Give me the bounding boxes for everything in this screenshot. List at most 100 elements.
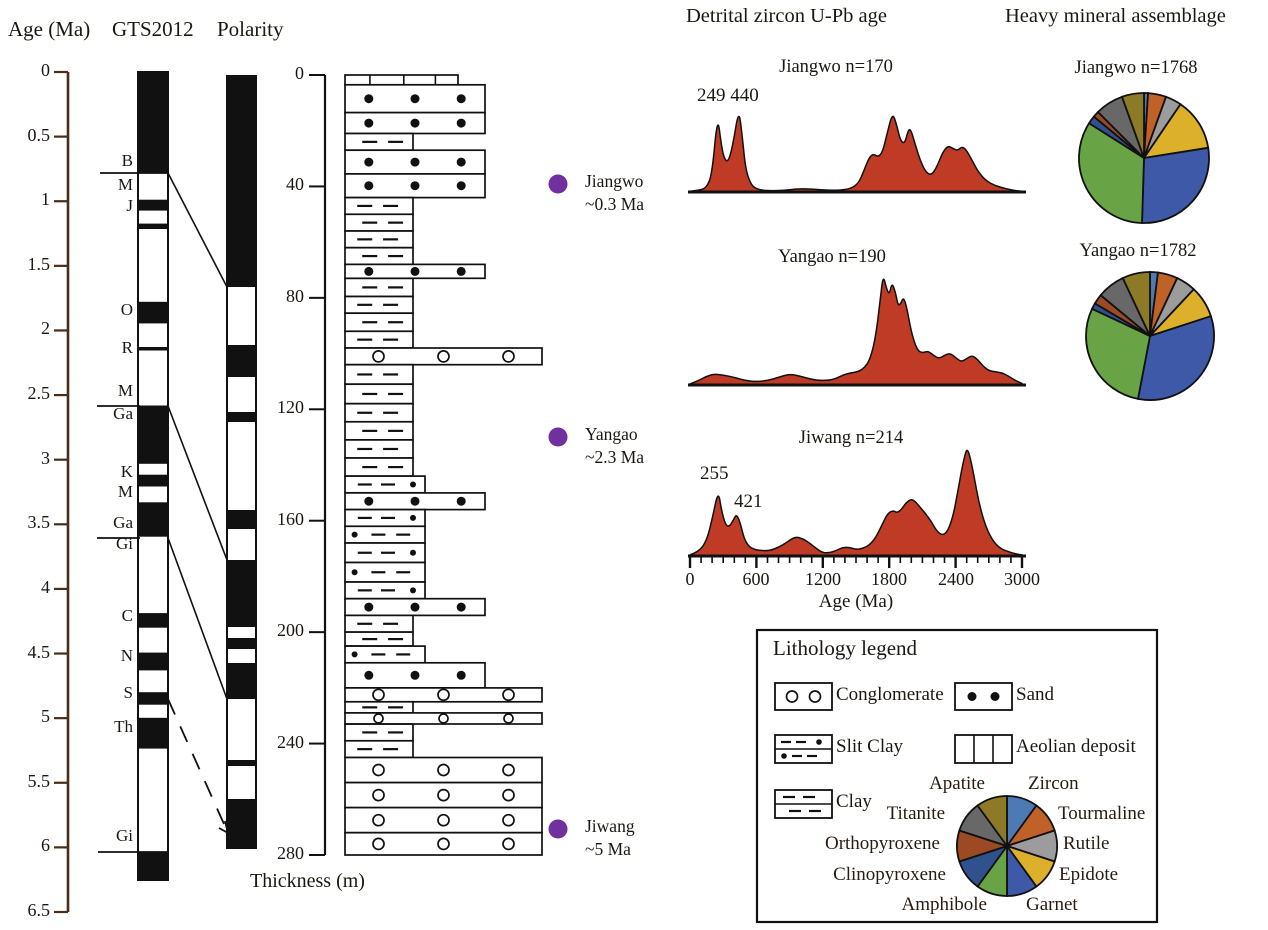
- mineral-label-epidote: Epidote: [1059, 864, 1119, 885]
- sand-dot: [456, 118, 466, 128]
- kde-title-jiwang: Jiwang n=214: [798, 428, 904, 448]
- strat-bed-slit_clay: [344, 581, 426, 600]
- chron-label: Th: [114, 717, 133, 736]
- chron-label: M: [117, 175, 133, 194]
- legend-item-label: Conglomerate: [836, 684, 944, 705]
- kde-peak-label: 255: [700, 463, 729, 484]
- age-tick-label: 6: [41, 835, 50, 855]
- sand-dot: [456, 496, 466, 506]
- sand-dot: [364, 157, 374, 167]
- chron-label: Ga: [113, 513, 133, 532]
- conglomerate-circle: [437, 837, 450, 851]
- polarity-column-header: Polarity: [217, 17, 284, 41]
- sand-dot: [456, 181, 466, 191]
- age-tick-label: 2: [41, 318, 50, 338]
- kde-peak-label: 249 440: [697, 85, 759, 106]
- kde-xtick-label: 1200: [805, 569, 841, 589]
- silt-dot: [410, 587, 416, 594]
- strat-bed-clay: [344, 132, 414, 152]
- sample-age: ~0.3 Ma: [585, 194, 645, 214]
- pie-chart: [1078, 92, 1210, 224]
- legend-item-label: Slit Clay: [836, 736, 904, 757]
- thickness-tick-label: 120: [277, 397, 304, 417]
- mineral-label-amphibole: Amphibole: [901, 894, 988, 915]
- gts-normal-chron: [139, 613, 167, 628]
- pie-slice-apatite: [1120, 92, 1145, 159]
- chron-label: C: [121, 606, 133, 625]
- strat-bed-clay: [344, 383, 414, 405]
- strat-bed-slit_clay: [344, 475, 426, 494]
- legend-item-aeolian_swatch: [954, 734, 1013, 764]
- pie-slice-garnet: [1141, 146, 1210, 224]
- strat-bed-slit_clay_l: [344, 525, 426, 544]
- strat-bed-conglomerate: [344, 687, 543, 703]
- chron-label: J: [126, 196, 133, 215]
- sample-name: Jiwang: [585, 816, 635, 836]
- strat-bed-sand: [344, 492, 486, 511]
- strat-bed-clay: [344, 230, 414, 249]
- legend-item-conglomerate: [774, 682, 833, 711]
- sand-dot: [410, 266, 420, 276]
- sand-dot: [364, 670, 374, 680]
- legend-item-label: Clay: [836, 791, 872, 812]
- detrital-zircon-header: Detrital zircon U-Pb age: [686, 5, 887, 27]
- mineral-label-apatite: Apatite: [929, 773, 985, 794]
- strat-bed-clay: [344, 213, 414, 232]
- sand-dot: [364, 118, 374, 128]
- age-tick-label: 1.5: [27, 254, 51, 274]
- polarity-normal-interval: [228, 760, 255, 766]
- correlation-line: [167, 405, 228, 561]
- strat-bed-sand: [344, 149, 486, 175]
- kde-title-jiangwo: Jiangwo n=170: [779, 57, 893, 77]
- conglomerate-circle: [437, 350, 450, 363]
- gts-column-header: GTS2012: [112, 17, 194, 41]
- age-tick-label: 5: [41, 706, 50, 726]
- polarity-normal-interval: [228, 799, 255, 848]
- pie-slice-garnet: [1136, 315, 1215, 401]
- strat-bed-clay: [344, 457, 414, 477]
- strat-bed-clay: [344, 363, 414, 386]
- sample-name: Jiangwo: [585, 171, 644, 191]
- pie-chart: [1085, 271, 1215, 401]
- strat-bed-conglomerate: [344, 806, 543, 834]
- strat-bed-sand: [344, 173, 486, 199]
- age-tick-label: 1: [41, 189, 50, 209]
- chron-label: K: [120, 462, 133, 481]
- strat-bed-clay: [344, 420, 414, 441]
- kde-xtick-label: 600: [742, 569, 770, 589]
- mineral-label-zircon: Zircon: [1028, 773, 1079, 794]
- age-tick-label: 2.5: [27, 383, 51, 403]
- strat-bed-sand: [344, 111, 486, 135]
- gts-normal-chron: [139, 692, 167, 705]
- conglomerate-circle: [502, 763, 515, 777]
- strat-bed-clay: [344, 614, 414, 633]
- strat-bed-slit_clay_l: [344, 561, 426, 583]
- age-tick-label: 6.5: [27, 900, 51, 920]
- heavy-mineral-header: Heavy mineral assemblage: [1005, 5, 1226, 27]
- sand-dot: [456, 94, 466, 104]
- mineral-label-rutile: Rutile: [1063, 833, 1110, 854]
- sample-dot-jiwang: [548, 819, 568, 839]
- gts-normal-chron: [139, 851, 167, 880]
- strat-bed-clay: [344, 277, 414, 298]
- gts-normal-chron: [139, 301, 167, 324]
- strat-bed-clay: [344, 700, 414, 714]
- conglomerate-circle: [372, 688, 385, 702]
- strat-bed-clay: [344, 631, 414, 647]
- pie-chart: [956, 795, 1058, 897]
- silt-dot: [410, 481, 416, 488]
- sand-dot: [456, 266, 466, 276]
- conglomerate-circle: [372, 837, 385, 851]
- conglomerate-circle: [437, 763, 450, 777]
- polarity-normal-interval: [228, 345, 255, 377]
- pie-title-yangao: Yangao n=1782: [1079, 241, 1197, 261]
- sample-age: ~2.3 Ma: [585, 447, 645, 467]
- conglomerate-circle: [502, 688, 515, 702]
- conglomerate-circle: [372, 813, 385, 827]
- strat-bed-slit_clay: [344, 542, 426, 564]
- silt-dot: [410, 514, 416, 521]
- thickness-tick-label: 0: [295, 63, 304, 83]
- conglomerate-circle: [372, 788, 385, 802]
- polarity-normal-interval: [228, 76, 255, 287]
